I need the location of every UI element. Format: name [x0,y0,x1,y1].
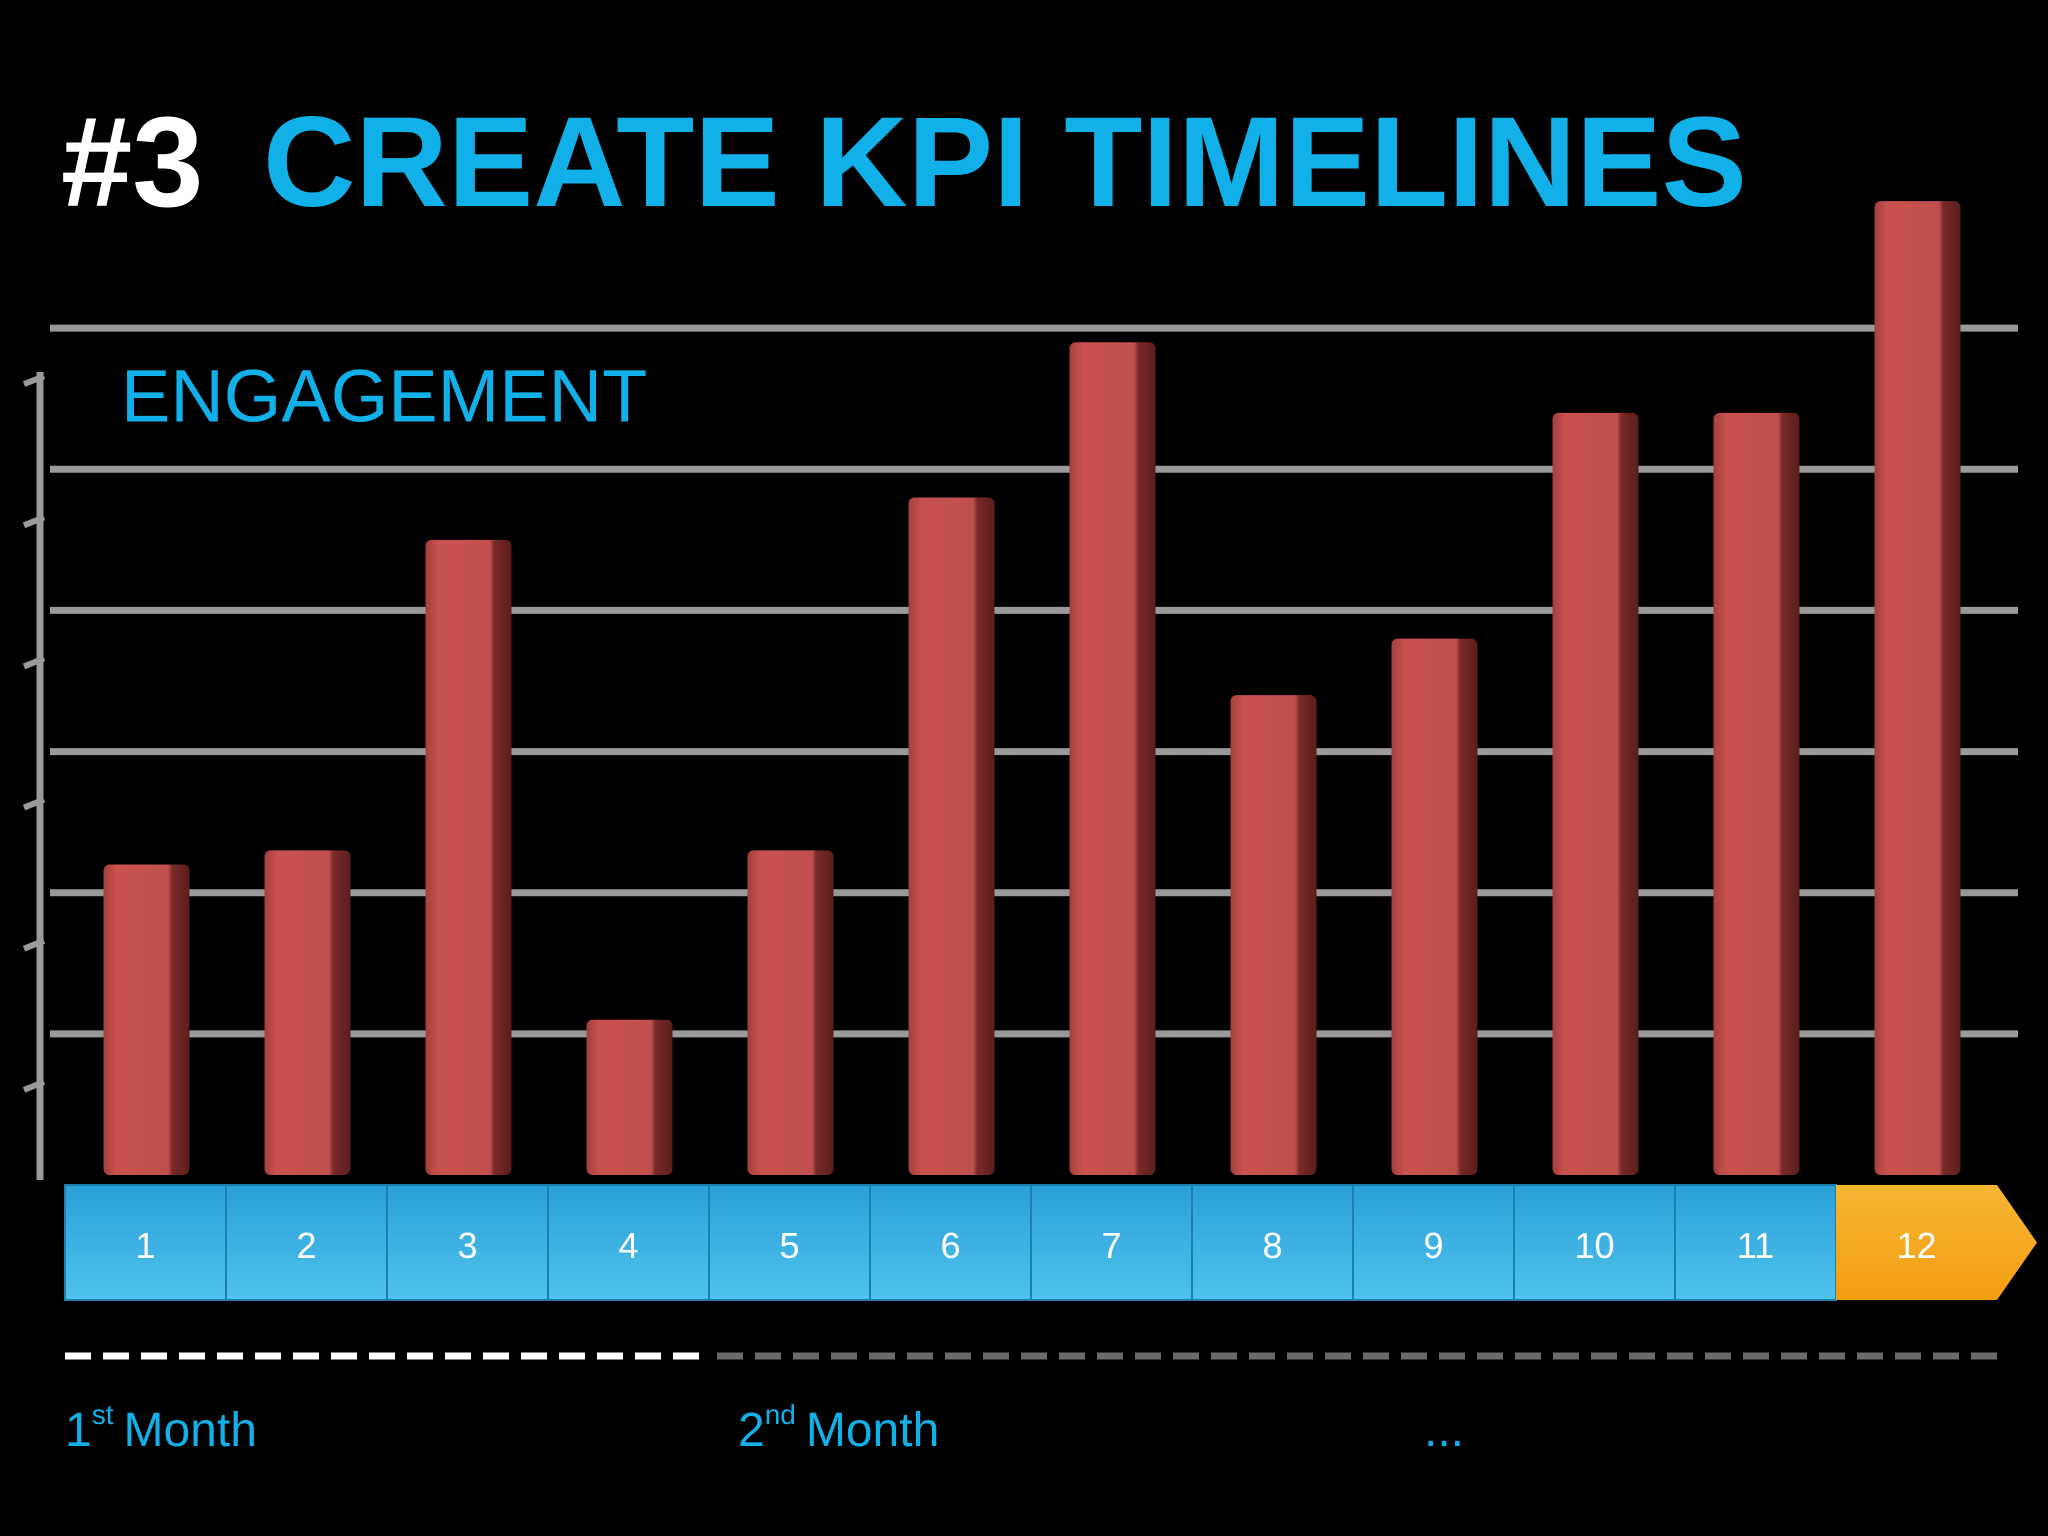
period-suffix: nd [765,1399,796,1430]
period-text: Month [806,1404,939,1457]
x-tick-label: 6 [940,1225,960,1266]
x-tick-label: 10 [1574,1225,1614,1266]
bar [908,497,995,1175]
bar [1552,412,1639,1175]
slide-title: #3 CREATE KPI TIMELINES [61,91,1747,234]
x-tick-label: 3 [457,1225,477,1266]
x-tick-label: 12 [1896,1225,1936,1266]
timeline-segment [1191,1184,1354,1301]
bar [1391,638,1478,1175]
period-suffix: st [92,1399,114,1430]
title-text: CREATE KPI TIMELINES [263,91,1747,234]
y-tick [22,796,46,811]
chart-title: ENGAGEMENT [121,355,647,438]
bar [1713,412,1800,1175]
y-tick [22,373,46,387]
bar [103,864,190,1175]
bar [747,850,834,1175]
period-label: ... [1424,1404,1464,1457]
y-tick [22,655,46,670]
x-tick-label: 9 [1423,1225,1443,1266]
bar [425,539,512,1175]
timeline-segment [1513,1184,1676,1301]
bar [264,850,351,1175]
title-number: #3 [61,91,203,234]
y-tick [22,937,46,952]
period-text: Month [123,1404,256,1457]
x-tick-label: 5 [779,1225,799,1266]
period-number: 2 [738,1404,765,1457]
timeline-arrow [1836,1185,2037,1300]
timeline-segment [64,1184,227,1301]
y-tick [22,514,46,529]
x-tick-label: 8 [1262,1225,1282,1266]
period-number: 1 [65,1404,92,1457]
timeline-segment [1030,1184,1193,1301]
x-tick-label: 7 [1101,1225,1121,1266]
period-label: 2nd Month [738,1399,939,1456]
x-tick-label: 11 [1737,1225,1774,1266]
bar [1230,695,1317,1175]
bar [1874,201,1961,1176]
x-tick-label: 1 [135,1225,155,1266]
x-tick-label: 2 [296,1225,316,1266]
timeline-segment [547,1184,710,1301]
timeline-segment [1674,1184,1837,1301]
timeline-segment [1352,1184,1515,1301]
x-tick-label: 4 [618,1225,638,1266]
timeline-segment [708,1184,871,1301]
y-tick [22,1079,46,1093]
period-text: ... [1424,1404,1464,1457]
period-label: 1st Month [65,1399,257,1456]
timeline-segment [225,1184,388,1301]
bar [1069,342,1156,1175]
timeline-segment [869,1184,1032,1301]
timeline-segment [386,1184,549,1301]
bar [586,1019,673,1175]
